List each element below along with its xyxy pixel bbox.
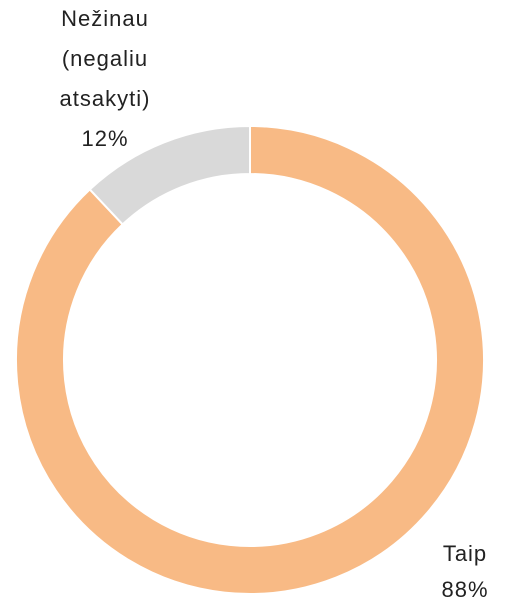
value-label: 12% xyxy=(81,126,128,151)
slice-label: Taip xyxy=(443,541,487,566)
label-line: Taip xyxy=(443,541,487,566)
donut-slice xyxy=(88,124,251,226)
label-line: atsakyti) xyxy=(60,86,151,111)
donut-slice xyxy=(15,124,485,595)
label-line: (negaliu xyxy=(62,46,148,71)
label-line: Nežinau xyxy=(61,6,149,31)
value-label: 88% xyxy=(441,577,488,602)
slice-label: Nežinau (negaliu atsakyti) xyxy=(60,6,151,111)
